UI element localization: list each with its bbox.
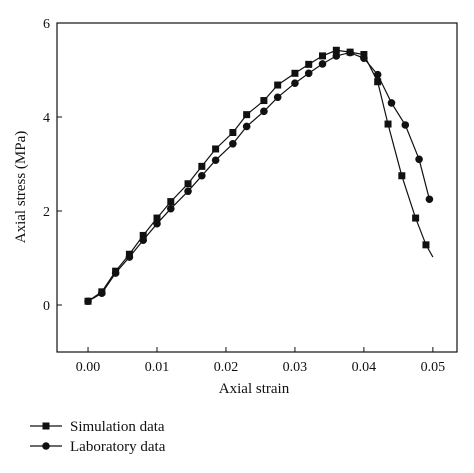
axis-ticks: [57, 22, 434, 352]
x-tick-label: 0.01: [145, 360, 170, 375]
series-layer: [84, 46, 434, 306]
data-point-square: [274, 81, 282, 89]
data-point-circle: [242, 122, 251, 131]
data-point-circle: [198, 171, 206, 180]
plot-area-frame: [56, 22, 458, 353]
data-point-square: [332, 46, 340, 54]
data-point-circle: [260, 107, 268, 116]
data-point-square: [291, 69, 299, 77]
y-axis-label: Axial stress (MPa): [13, 131, 29, 244]
data-point-circle: [139, 236, 148, 244]
data-point-circle: [373, 70, 382, 79]
data-point-square: [167, 198, 175, 206]
data-point-circle: [425, 195, 434, 204]
data-point-circle: [166, 204, 175, 213]
data-point-square: [139, 231, 147, 239]
data-point-circle: [346, 48, 354, 57]
data-point-circle: [84, 297, 92, 306]
data-point-circle: [229, 139, 237, 148]
data-point-square: [153, 214, 161, 222]
data-point-circle: [304, 69, 313, 78]
legend-marker-circle: [42, 442, 50, 450]
data-point-circle: [184, 187, 192, 196]
data-point-square: [243, 111, 251, 119]
data-point-square: [374, 78, 382, 86]
x-tick-labels: 0.00 0.01 0.02 0.03 0.04 0.05: [76, 360, 445, 375]
x-tick-label: 0.05: [421, 360, 446, 375]
x-tick-label: 0.02: [214, 360, 239, 375]
data-point-circle: [125, 253, 134, 261]
data-point-circle: [360, 54, 368, 63]
data-point-square: [229, 129, 237, 137]
data-point-circle: [415, 155, 423, 164]
data-point-circle: [273, 93, 282, 102]
series-0: [84, 46, 434, 305]
data-point-square: [398, 172, 406, 180]
data-point-square: [212, 145, 220, 153]
data-point-circle: [318, 60, 327, 68]
data-point-square: [319, 52, 327, 60]
x-axis-label: Axial strain: [219, 381, 290, 397]
legend: Simulation data Laboratory data: [30, 419, 166, 455]
data-point-circle: [98, 289, 106, 298]
legend-marker-square: [42, 422, 50, 430]
data-point-square: [412, 214, 420, 222]
data-point-square: [260, 97, 268, 105]
y-tick-label: 0: [43, 299, 50, 314]
y-tick-label: 6: [43, 17, 50, 32]
data-point-circle: [387, 99, 396, 107]
data-point-circle: [111, 269, 120, 277]
legend-label: Simulation data: [70, 419, 165, 435]
data-point-square: [305, 60, 313, 68]
series-line: [87, 51, 430, 302]
y-tick-label: 4: [43, 111, 50, 126]
y-tick-label: 2: [43, 205, 50, 220]
data-point-square: [184, 180, 192, 188]
data-point-square: [422, 241, 430, 249]
data-point-circle: [153, 219, 161, 228]
data-point-circle: [211, 156, 220, 165]
data-point-circle: [332, 52, 341, 60]
series-line: [87, 49, 434, 302]
data-point-circle: [401, 121, 410, 129]
data-point-circle: [291, 79, 299, 87]
data-point-square: [198, 162, 206, 170]
data-point-square: [384, 120, 392, 128]
legend-item: Simulation data: [30, 419, 165, 435]
x-tick-label: 0.03: [283, 360, 308, 375]
series-1: [84, 48, 434, 306]
x-tick-label: 0.04: [352, 360, 377, 375]
x-tick-label: 0.00: [76, 360, 101, 375]
legend-label: Laboratory data: [70, 439, 166, 455]
legend-item: Laboratory data: [30, 439, 166, 455]
y-tick-labels: 0 2 4 6: [43, 17, 50, 314]
